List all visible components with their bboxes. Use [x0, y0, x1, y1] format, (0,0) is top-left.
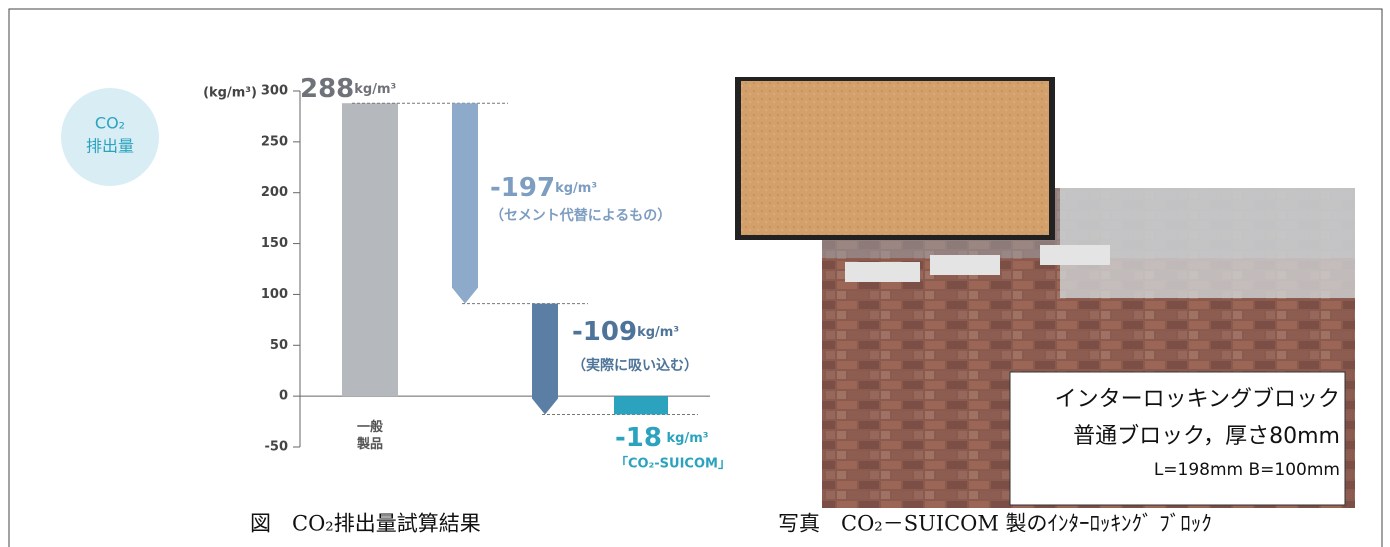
y-tick-label: 250 [261, 134, 288, 149]
value-label: -197kg/m³ [490, 173, 597, 203]
annotation: （セメント代替によるもの） [490, 207, 671, 224]
value-number: -197 [490, 173, 555, 203]
y-tick-label: 100 [261, 287, 288, 302]
y-tick-label: 300 [261, 84, 288, 99]
photo-label: 普通ブロック，厚さ80mm [1073, 424, 1340, 449]
photo-label: インターロッキングブロック [1055, 387, 1340, 412]
arrow-bar [532, 303, 558, 415]
value-label: -18 kg/m³ [615, 423, 708, 453]
value-number: -109 [572, 317, 637, 347]
photo-caption: 写真 CO₂－SUICOM 製のｲﾝﾀｰﾛｯｷﾝｸﾞ ﾌﾞﾛｯｸ [778, 512, 1212, 536]
fence [1060, 188, 1355, 298]
y-axis-label: (kg/m³) [203, 86, 257, 101]
value-unit: kg/m³ [662, 431, 708, 446]
y-tick-label: 150 [261, 236, 288, 251]
badge-text: CO₂ [95, 114, 125, 133]
value-unit: kg/m³ [555, 181, 597, 196]
y-tick-label: 50 [270, 338, 288, 353]
value-label: -109kg/m³ [572, 317, 679, 347]
y-tick-label: 200 [261, 185, 288, 200]
car-stop [845, 262, 920, 282]
value-unit: kg/m³ [637, 325, 679, 340]
y-tick-label: -50 [265, 440, 289, 455]
category-label: 「CO₂-SUICOM」 [615, 456, 731, 472]
car-stop [930, 255, 1000, 275]
arrow-bar [452, 103, 478, 304]
category-label: 一般製品 [356, 419, 383, 452]
value-number: 288 [300, 74, 354, 104]
photo: インターロッキングブロック 普通ブロック，厚さ80mm L=198mm B=10… [735, 77, 1355, 508]
photo-label-box [1009, 371, 1346, 506]
car-stop [1040, 245, 1110, 265]
value-unit: kg/m³ [354, 82, 396, 97]
badge-text: 排出量 [86, 137, 134, 156]
annotation: （実際に吸い込む） [572, 357, 698, 374]
photo-label: L=198mm B=100mm [1154, 460, 1340, 480]
y-tick-label: 0 [279, 389, 288, 404]
bar [614, 396, 668, 415]
bar [342, 103, 398, 397]
page-frame [8, 8, 1383, 547]
category-line: 一般 [357, 419, 383, 435]
category-line: 製品 [356, 436, 383, 452]
value-label: 288kg/m³ [300, 74, 396, 104]
badge [61, 88, 159, 186]
figure-caption: 図 CO₂排出量試算結果 [250, 512, 481, 536]
value-number: -18 [615, 423, 662, 453]
block-photo [741, 81, 1049, 235]
